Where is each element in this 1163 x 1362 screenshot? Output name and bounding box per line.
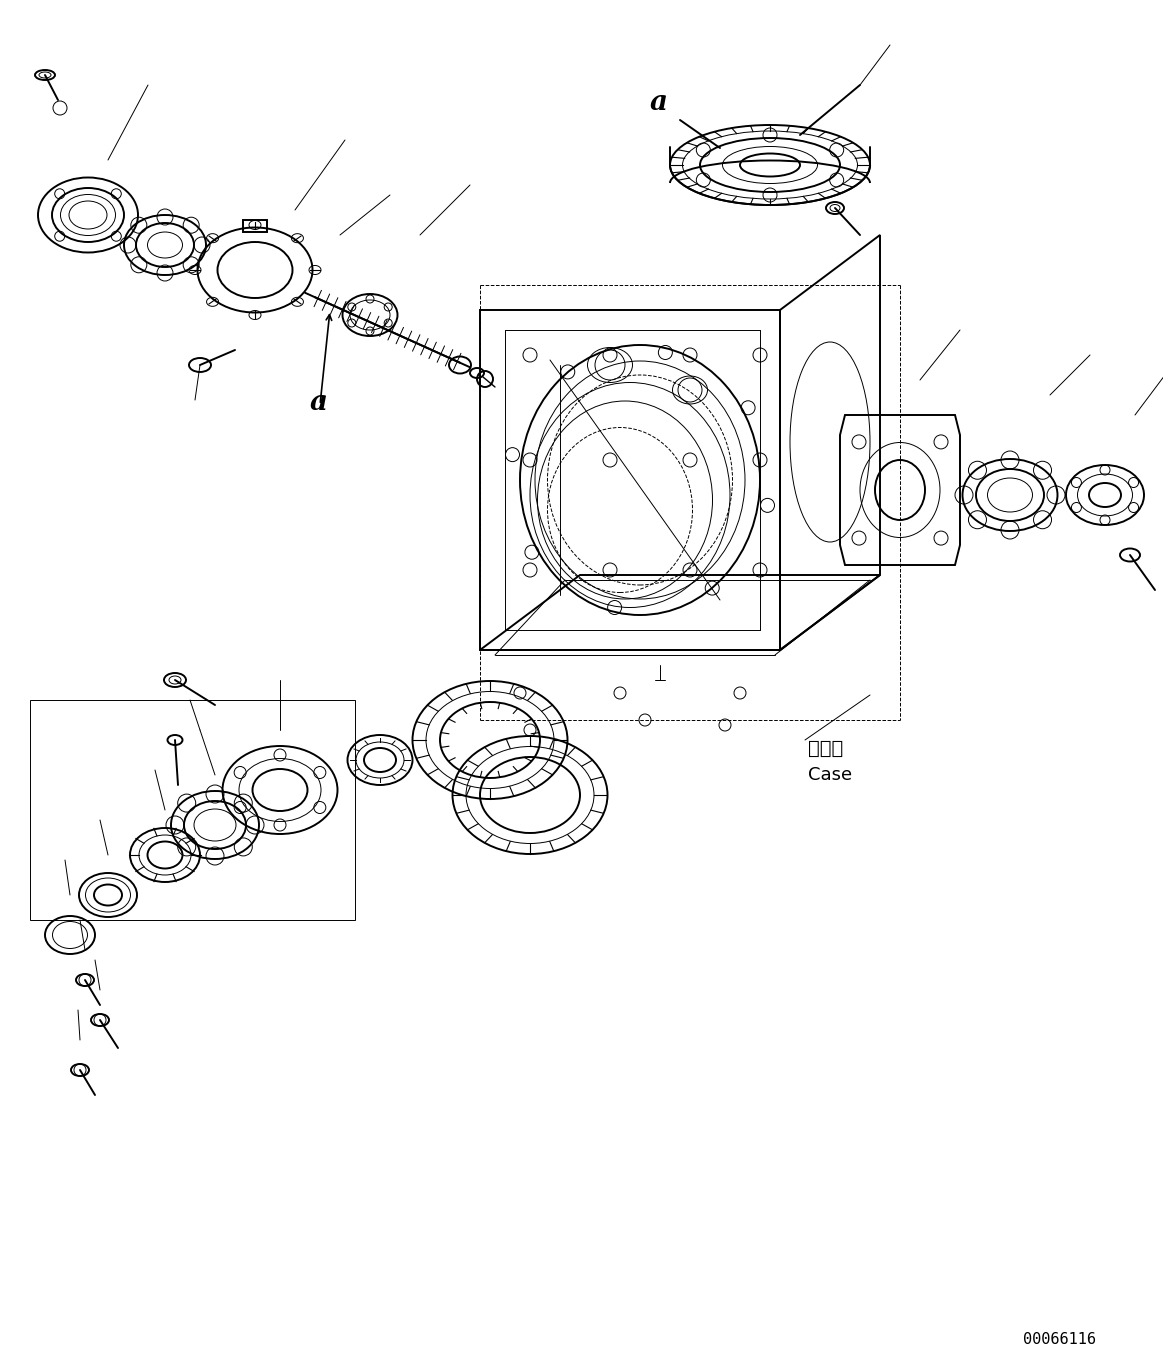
Text: a: a	[311, 390, 328, 415]
Text: ケース: ケース	[808, 738, 843, 757]
Text: Case: Case	[808, 765, 852, 785]
Text: 00066116: 00066116	[1023, 1332, 1097, 1347]
Text: a: a	[650, 89, 668, 116]
